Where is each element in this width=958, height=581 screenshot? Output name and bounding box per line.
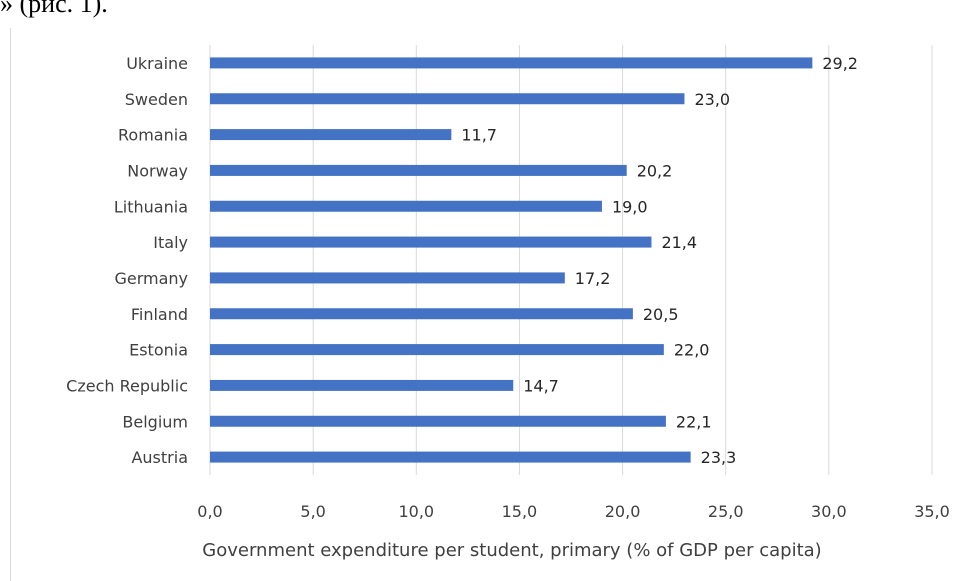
category-label: Germany [114, 269, 188, 288]
data-label: 19,0 [612, 197, 648, 216]
page-caption: » (рис. 1). [0, 0, 108, 18]
data-labels: 29,2 23,0 11,7 20,2 19,0 21,4 17,2 20,5 22,0 14,7… [461, 54, 858, 467]
category-label: Norway [127, 161, 188, 180]
x-tick-label: 30,0 [811, 502, 847, 521]
data-label: 23,3 [701, 448, 737, 467]
bar [210, 379, 514, 391]
data-label: 20,5 [643, 305, 679, 324]
x-tick-label: 10,0 [398, 502, 434, 521]
category-label: Estonia [129, 341, 188, 360]
x-axis-title: Government expenditure per student, prim… [202, 540, 821, 561]
category-label: Ukraine [126, 54, 188, 73]
category-label: Finland [131, 305, 188, 324]
bar [210, 164, 627, 176]
grid-lines [209, 45, 933, 475]
data-label: 17,2 [575, 269, 611, 288]
x-tick-label: 25,0 [708, 502, 744, 521]
category-label: Czech Republic [66, 376, 188, 395]
x-tick-label: 20,0 [605, 502, 641, 521]
x-tick-label: 35,0 [914, 502, 950, 521]
bar [210, 129, 452, 141]
x-tick-label: 15,0 [502, 502, 538, 521]
bar [210, 57, 813, 69]
x-tick-labels: 0,0 5,0 10,0 15,0 20,0 25,0 30,0 35,0 [197, 502, 950, 521]
bar [210, 200, 602, 212]
bars [210, 57, 813, 463]
category-label: Sweden [125, 90, 188, 109]
frame-divider [10, 28, 11, 581]
bar [210, 344, 664, 356]
bar [210, 451, 691, 463]
category-label: Belgium [122, 412, 188, 431]
category-label: Lithuania [114, 197, 188, 216]
data-label: 14,7 [523, 376, 559, 395]
bar [210, 236, 652, 248]
bar [210, 415, 666, 427]
category-label: Austria [131, 448, 188, 467]
data-label: 11,7 [461, 126, 497, 145]
data-label: 22,1 [676, 412, 712, 431]
x-tick-label: 0,0 [197, 502, 222, 521]
data-label: 22,0 [674, 341, 710, 360]
category-labels: Ukraine Sweden Romania Norway Lithuania Italy… [66, 54, 188, 467]
category-label: Italy [153, 233, 188, 252]
bar [210, 93, 685, 105]
x-tick-label: 5,0 [300, 502, 325, 521]
data-label: 29,2 [822, 54, 858, 73]
bar [210, 308, 633, 320]
category-label: Romania [118, 126, 188, 145]
data-label: 23,0 [694, 90, 730, 109]
bar [210, 272, 565, 284]
data-label: 20,2 [637, 161, 673, 180]
data-label: 21,4 [661, 233, 697, 252]
